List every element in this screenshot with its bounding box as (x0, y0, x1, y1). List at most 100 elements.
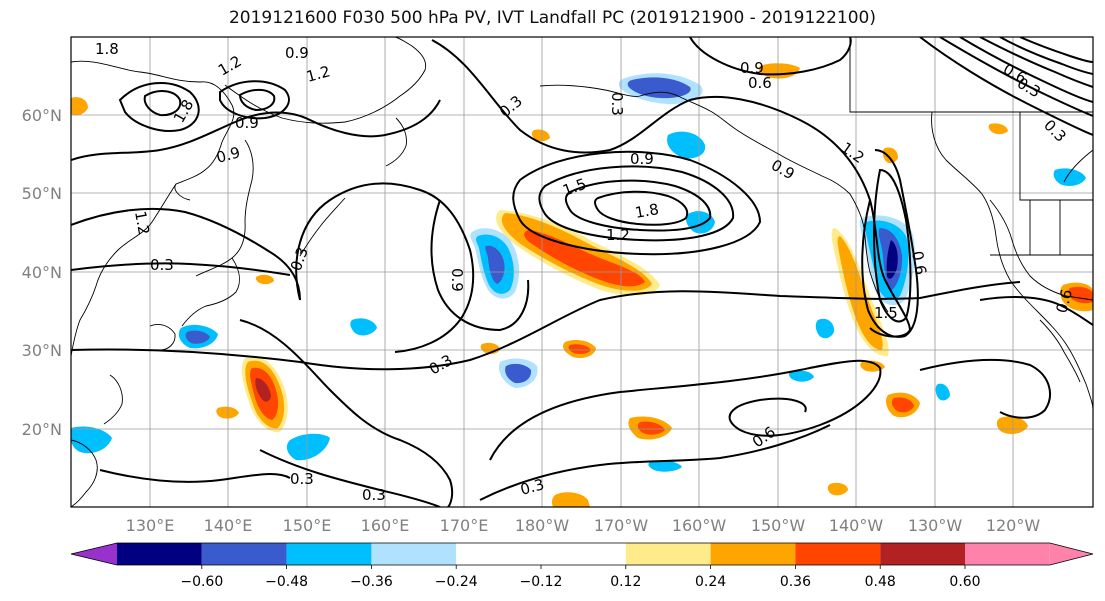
map-title: 2019121600 F030 500 hPa PV, IVT Landfall… (228, 8, 876, 28)
coastlines (71, 37, 1093, 507)
shade-blob (882, 147, 898, 164)
contour-label: 1.2 (304, 62, 332, 86)
colorbar-tick-label: −0.24 (435, 574, 478, 590)
colorbar-segment (880, 543, 965, 565)
shade-blob (860, 360, 885, 372)
contour-label: 1.8 (634, 200, 661, 222)
shade-blob (551, 492, 590, 507)
shade-blob (637, 421, 665, 435)
colorbar-segment (371, 543, 457, 565)
lon-label: 150°E (283, 516, 332, 535)
contour-label: 0.3 (290, 470, 314, 488)
contour-label: 0.9 (214, 143, 242, 167)
contour-label: 0.3 (150, 256, 174, 274)
colorbar-tick-label: 0.24 (695, 574, 726, 590)
colorbar-segment (541, 543, 626, 565)
shade-blob (350, 318, 377, 336)
shade-blob (71, 97, 88, 116)
shade-blob (568, 344, 591, 354)
contour-label: 0.9 (285, 44, 309, 62)
colorbar-tick-label: 0.12 (610, 574, 641, 590)
lon-label: 160°E (361, 516, 410, 535)
shade-blob (1053, 168, 1086, 186)
colorbar-tick-labels: −0.60 −0.48 −0.36 −0.24 −0.12 0.12 0.24 … (180, 574, 980, 590)
shade-blob (891, 397, 914, 413)
contour-label: 0.3 (608, 92, 626, 116)
shade-blob (71, 426, 112, 454)
lat-label: 30°N (22, 341, 62, 360)
pv-contours (71, 37, 1093, 507)
colorbar-segment (117, 543, 202, 565)
colorbar-tick-label: −0.12 (520, 574, 563, 590)
lon-label: 150°W (751, 516, 806, 535)
lon-label: 160°W (672, 516, 727, 535)
lon-labels: 130°E 140°E 150°E 160°E 170°E 180°W 170°… (126, 516, 1041, 535)
lon-label: 170°E (440, 516, 489, 535)
colorbar-segment (201, 543, 287, 565)
lon-label: 170°W (594, 516, 649, 535)
map-frame (70, 36, 1094, 508)
shade-blob (789, 370, 814, 382)
colorbar-ticks (201, 565, 966, 569)
shade-blob (255, 378, 271, 402)
shade-blob (505, 363, 532, 384)
shade-blob (286, 433, 330, 461)
colorbar-tick-label: −0.60 (180, 574, 223, 590)
lon-label: 140°W (829, 516, 884, 535)
colorbar-tick-label: 0.60 (949, 574, 980, 590)
colorbar-tick-label: 0.36 (780, 574, 811, 590)
contour-label: 1.2 (131, 210, 153, 237)
shade-blob (935, 383, 950, 401)
shade-blob (827, 482, 848, 496)
shade-blob (627, 77, 691, 99)
lon-label: 130°E (126, 516, 175, 535)
lat-label: 60°N (22, 106, 62, 125)
shade-blob (185, 330, 210, 344)
lon-label: 130°W (908, 516, 963, 535)
colorbar-segment (625, 543, 711, 565)
shade-blob (837, 236, 883, 350)
shading-layer (71, 63, 1093, 507)
contour-label: 1.2 (606, 226, 630, 244)
contour-label: 0.6 (908, 250, 930, 277)
colorbar-tick-label: −0.48 (265, 574, 308, 590)
shade-blob (996, 416, 1028, 434)
lat-labels: 60°N 50°N 40°N 30°N 20°N (22, 106, 62, 439)
lat-label: 50°N (22, 184, 62, 203)
contour-label: 0.3 (362, 486, 386, 504)
contour-label: 1.5 (874, 304, 898, 322)
colorbar-extend-high (1049, 543, 1093, 565)
colorbar-segment (965, 543, 1050, 565)
lat-label: 40°N (22, 263, 62, 282)
contour-label: 0.9 (630, 150, 654, 168)
contour-label: 0.9 (740, 59, 764, 77)
colorbar: −0.60 −0.48 −0.36 −0.24 −0.12 0.12 0.24 … (70, 542, 1094, 590)
colorbar-outline (70, 542, 1094, 566)
colorbar-segment (710, 543, 796, 565)
colorbar-tick-label: 0.48 (865, 574, 896, 590)
shade-blob (886, 240, 898, 279)
contour-label: 0.6 (1052, 287, 1076, 315)
contour-label: 0.6 (748, 74, 772, 92)
shade-blob (648, 460, 682, 472)
contour-label: 0.9 (235, 114, 259, 132)
lon-label: 180°W (515, 516, 570, 535)
shade-blob (988, 123, 1008, 135)
contour-label: 0.3 (518, 475, 546, 499)
colorbar-extend-low (71, 543, 117, 565)
colorbar-segment (795, 543, 881, 565)
shade-blob (815, 318, 835, 339)
contour-label: 0.9 (448, 268, 466, 292)
graticule (71, 37, 1093, 507)
lon-label: 120°W (986, 516, 1041, 535)
contour-label: 1.8 (95, 40, 119, 58)
colorbar-segment (286, 543, 372, 565)
shade-blob (255, 274, 274, 285)
shade-blob (531, 129, 550, 142)
shade-blob (667, 131, 706, 159)
lon-label: 140°E (204, 516, 253, 535)
lat-label: 20°N (22, 420, 62, 439)
colorbar-tick-label: −0.36 (350, 574, 393, 590)
